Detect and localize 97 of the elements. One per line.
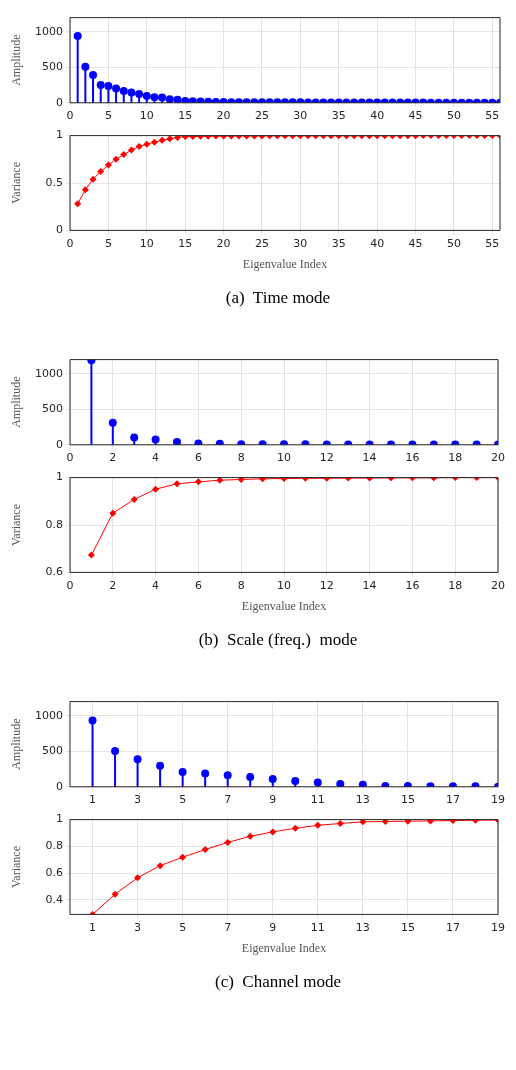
x-tick-label: 14 — [362, 578, 377, 592]
x-tick-label: 25 — [254, 109, 269, 123]
y-tick-label: 1000 — [35, 708, 63, 722]
x-tick-label: 30 — [293, 109, 308, 123]
x-tick-label: 11 — [310, 920, 325, 934]
x-tick-label: 7 — [224, 793, 232, 807]
x-tick-label: 12 — [319, 578, 334, 592]
y-tick-label: 500 — [42, 744, 63, 758]
y-tick-label: 0.8 — [45, 839, 63, 853]
y-axis-title: Variance — [9, 504, 24, 546]
x-tick-label: 35 — [331, 236, 346, 250]
x-tick-label: 7 — [224, 920, 232, 934]
text: (b) Scale (freq.) mode — [197, 630, 359, 650]
x-tick-label: 20 — [491, 451, 505, 465]
x-tick-label: 55 — [485, 236, 500, 250]
x-tick-label: 2 — [109, 451, 117, 465]
y-tick-label: 0.6 — [45, 565, 63, 579]
x-tick-label: 30 — [293, 236, 308, 250]
x-tick-label: 18 — [448, 451, 463, 465]
x-tick-label: 15 — [178, 109, 193, 123]
x-tick-label: 13 — [355, 793, 370, 807]
x-tick-label: 6 — [194, 578, 202, 592]
x-tick-label: 1 — [89, 793, 97, 807]
y-axis-title: Variance — [9, 846, 24, 888]
x-tick-label: 10 — [139, 109, 154, 123]
y-tick-label: 1 — [56, 128, 63, 142]
y-tick-label: 0.4 — [45, 892, 63, 906]
x-tick-label: 19 — [491, 920, 505, 934]
x-axis-title: Eigenvalue Index — [241, 940, 327, 955]
x-tick-label: 25 — [254, 236, 269, 250]
x-tick-label: 0 — [66, 236, 74, 250]
y-tick-label: 0 — [56, 223, 63, 237]
x-tick-label: 20 — [216, 109, 231, 123]
y-tick-label: 0 — [56, 95, 63, 109]
y-tick-label: 1000 — [35, 366, 63, 380]
x-tick-label: 4 — [152, 578, 160, 592]
x-tick-label: 15 — [400, 920, 415, 934]
y-tick-label: 0.5 — [45, 175, 63, 189]
x-tick-label: 14 — [362, 451, 377, 465]
x-tick-label: 45 — [408, 236, 423, 250]
y-tick-label: 1 — [56, 812, 63, 826]
x-tick-label: 0 — [66, 451, 74, 465]
x-tick-label: 16 — [405, 451, 420, 465]
x-tick-label: 13 — [355, 920, 370, 934]
y-tick-label: 500 — [42, 60, 63, 74]
y-tick-label: 0.8 — [45, 517, 63, 531]
x-tick-label: 10 — [277, 578, 291, 592]
y-axis-title: Amplitude — [9, 376, 24, 428]
x-tick-label: 55 — [485, 109, 500, 123]
x-tick-label: 8 — [237, 451, 245, 465]
x-tick-label: 5 — [179, 920, 187, 934]
y-axis-title: Amplitude — [9, 34, 24, 86]
y-tick-label: 0 — [56, 779, 63, 793]
x-tick-label: 10 — [277, 451, 291, 465]
x-tick-label: 20 — [216, 236, 231, 250]
x-tick-label: 17 — [445, 920, 460, 934]
x-tick-label: 35 — [331, 109, 346, 123]
x-tick-label: 10 — [139, 236, 154, 250]
x-tick-label: 0 — [66, 109, 74, 123]
x-tick-label: 40 — [370, 109, 385, 123]
y-axis-title: Amplitude — [9, 718, 24, 770]
x-axis-title: Eigenvalue Index — [241, 598, 327, 613]
x-tick-label: 11 — [310, 793, 325, 807]
x-tick-label: 4 — [152, 451, 160, 465]
x-tick-label: 9 — [269, 793, 277, 807]
x-tick-label: 5 — [104, 236, 112, 250]
x-tick-label: 50 — [446, 236, 461, 250]
text: (a) Time mode — [224, 288, 332, 308]
y-tick-label: 1 — [56, 470, 63, 484]
x-tick-label: 8 — [237, 578, 245, 592]
y-tick-label: 0.6 — [45, 865, 63, 879]
x-tick-label: 12 — [319, 451, 334, 465]
x-tick-label: 19 — [491, 793, 505, 807]
x-tick-label: 45 — [408, 109, 423, 123]
y-tick-label: 0 — [56, 437, 63, 451]
x-tick-label: 15 — [178, 236, 193, 250]
x-tick-label: 6 — [194, 451, 202, 465]
text: (c) Channel mode — [213, 972, 342, 992]
x-axis-title: Eigenvalue Index — [242, 256, 328, 271]
x-tick-label: 40 — [370, 236, 385, 250]
x-tick-label: 0 — [66, 578, 74, 592]
x-tick-label: 3 — [134, 793, 142, 807]
x-tick-label: 9 — [269, 920, 277, 934]
x-tick-label: 1 — [89, 920, 97, 934]
x-tick-label: 3 — [134, 920, 142, 934]
x-tick-label: 18 — [448, 578, 463, 592]
x-tick-label: 5 — [104, 109, 112, 123]
x-tick-label: 2 — [109, 578, 117, 592]
x-tick-label: 20 — [491, 578, 505, 592]
x-tick-label: 15 — [400, 793, 415, 807]
x-tick-label: 5 — [179, 793, 187, 807]
y-axis-title: Variance — [9, 162, 24, 204]
x-tick-label: 50 — [446, 109, 461, 123]
x-tick-label: 16 — [405, 578, 420, 592]
y-tick-label: 1000 — [35, 24, 63, 38]
x-tick-label: 17 — [445, 793, 460, 807]
y-tick-label: 500 — [42, 402, 63, 416]
